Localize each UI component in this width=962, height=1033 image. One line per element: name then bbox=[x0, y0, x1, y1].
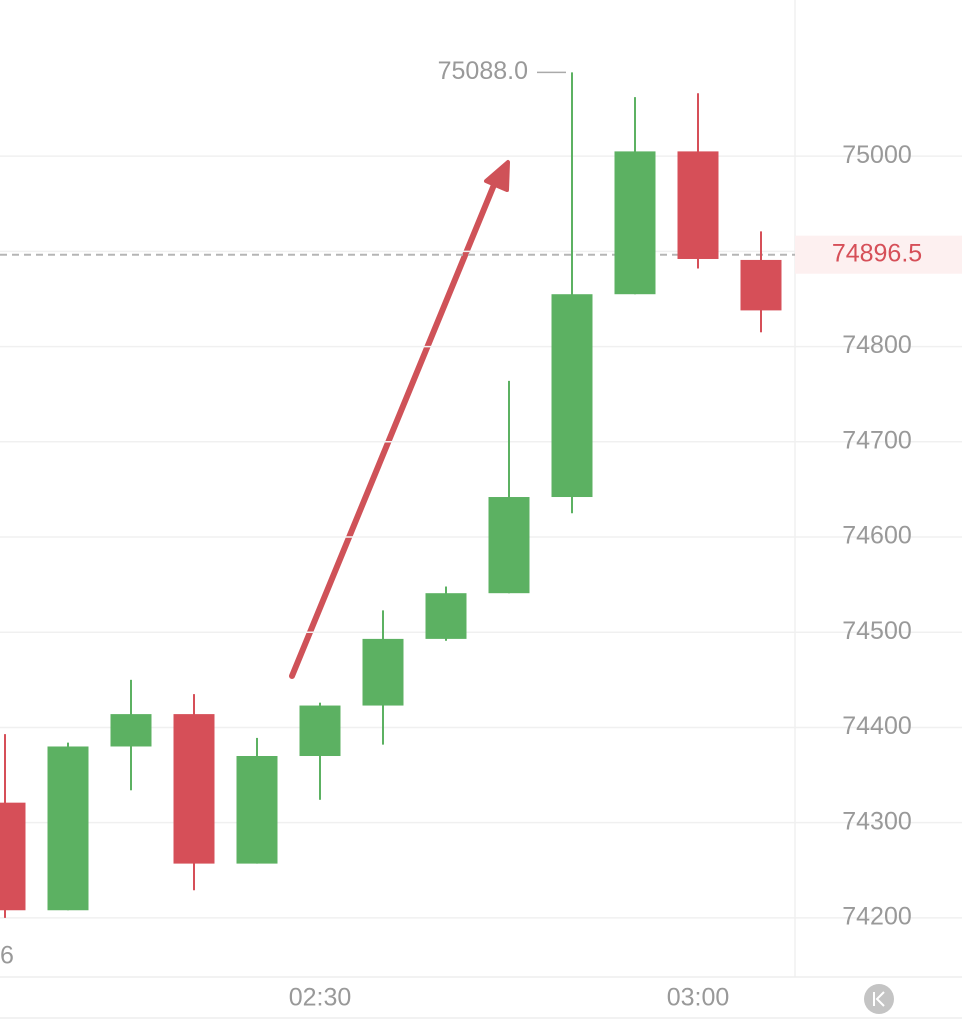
y-tick-label: 74300 bbox=[842, 807, 912, 835]
candle-body bbox=[614, 151, 656, 295]
candle-body bbox=[110, 714, 152, 747]
candle-body bbox=[47, 746, 89, 911]
candle-body bbox=[677, 151, 719, 259]
candle-body bbox=[551, 294, 593, 498]
y-tick-label: 74700 bbox=[842, 426, 912, 454]
candle-body bbox=[740, 259, 782, 311]
candle-body bbox=[425, 593, 467, 639]
y-tick-label: 74800 bbox=[842, 331, 912, 359]
candle-body bbox=[173, 714, 215, 864]
y-tick-label: 74600 bbox=[842, 522, 912, 550]
candle-body bbox=[299, 705, 341, 757]
candle-body bbox=[0, 802, 26, 911]
collapse-button[interactable] bbox=[864, 984, 894, 1014]
last-price-label: 74896.5 bbox=[832, 239, 922, 267]
x-tick-label: 02:30 bbox=[289, 984, 352, 1012]
last-price-bg bbox=[795, 235, 962, 274]
y-tick-label: 75000 bbox=[842, 141, 912, 169]
y-tick-label: 74400 bbox=[842, 712, 912, 740]
candle-body bbox=[362, 638, 404, 706]
y-tick-label: 74500 bbox=[842, 617, 912, 645]
y-tick-label: 74200 bbox=[842, 902, 912, 930]
candle-body bbox=[236, 756, 278, 864]
trend-arrow bbox=[289, 160, 510, 679]
x-tick-label: 03:00 bbox=[667, 984, 730, 1012]
edge-label: 6 bbox=[0, 942, 14, 970]
high-label: 75088.0 bbox=[438, 57, 528, 85]
candle-body bbox=[488, 497, 530, 594]
